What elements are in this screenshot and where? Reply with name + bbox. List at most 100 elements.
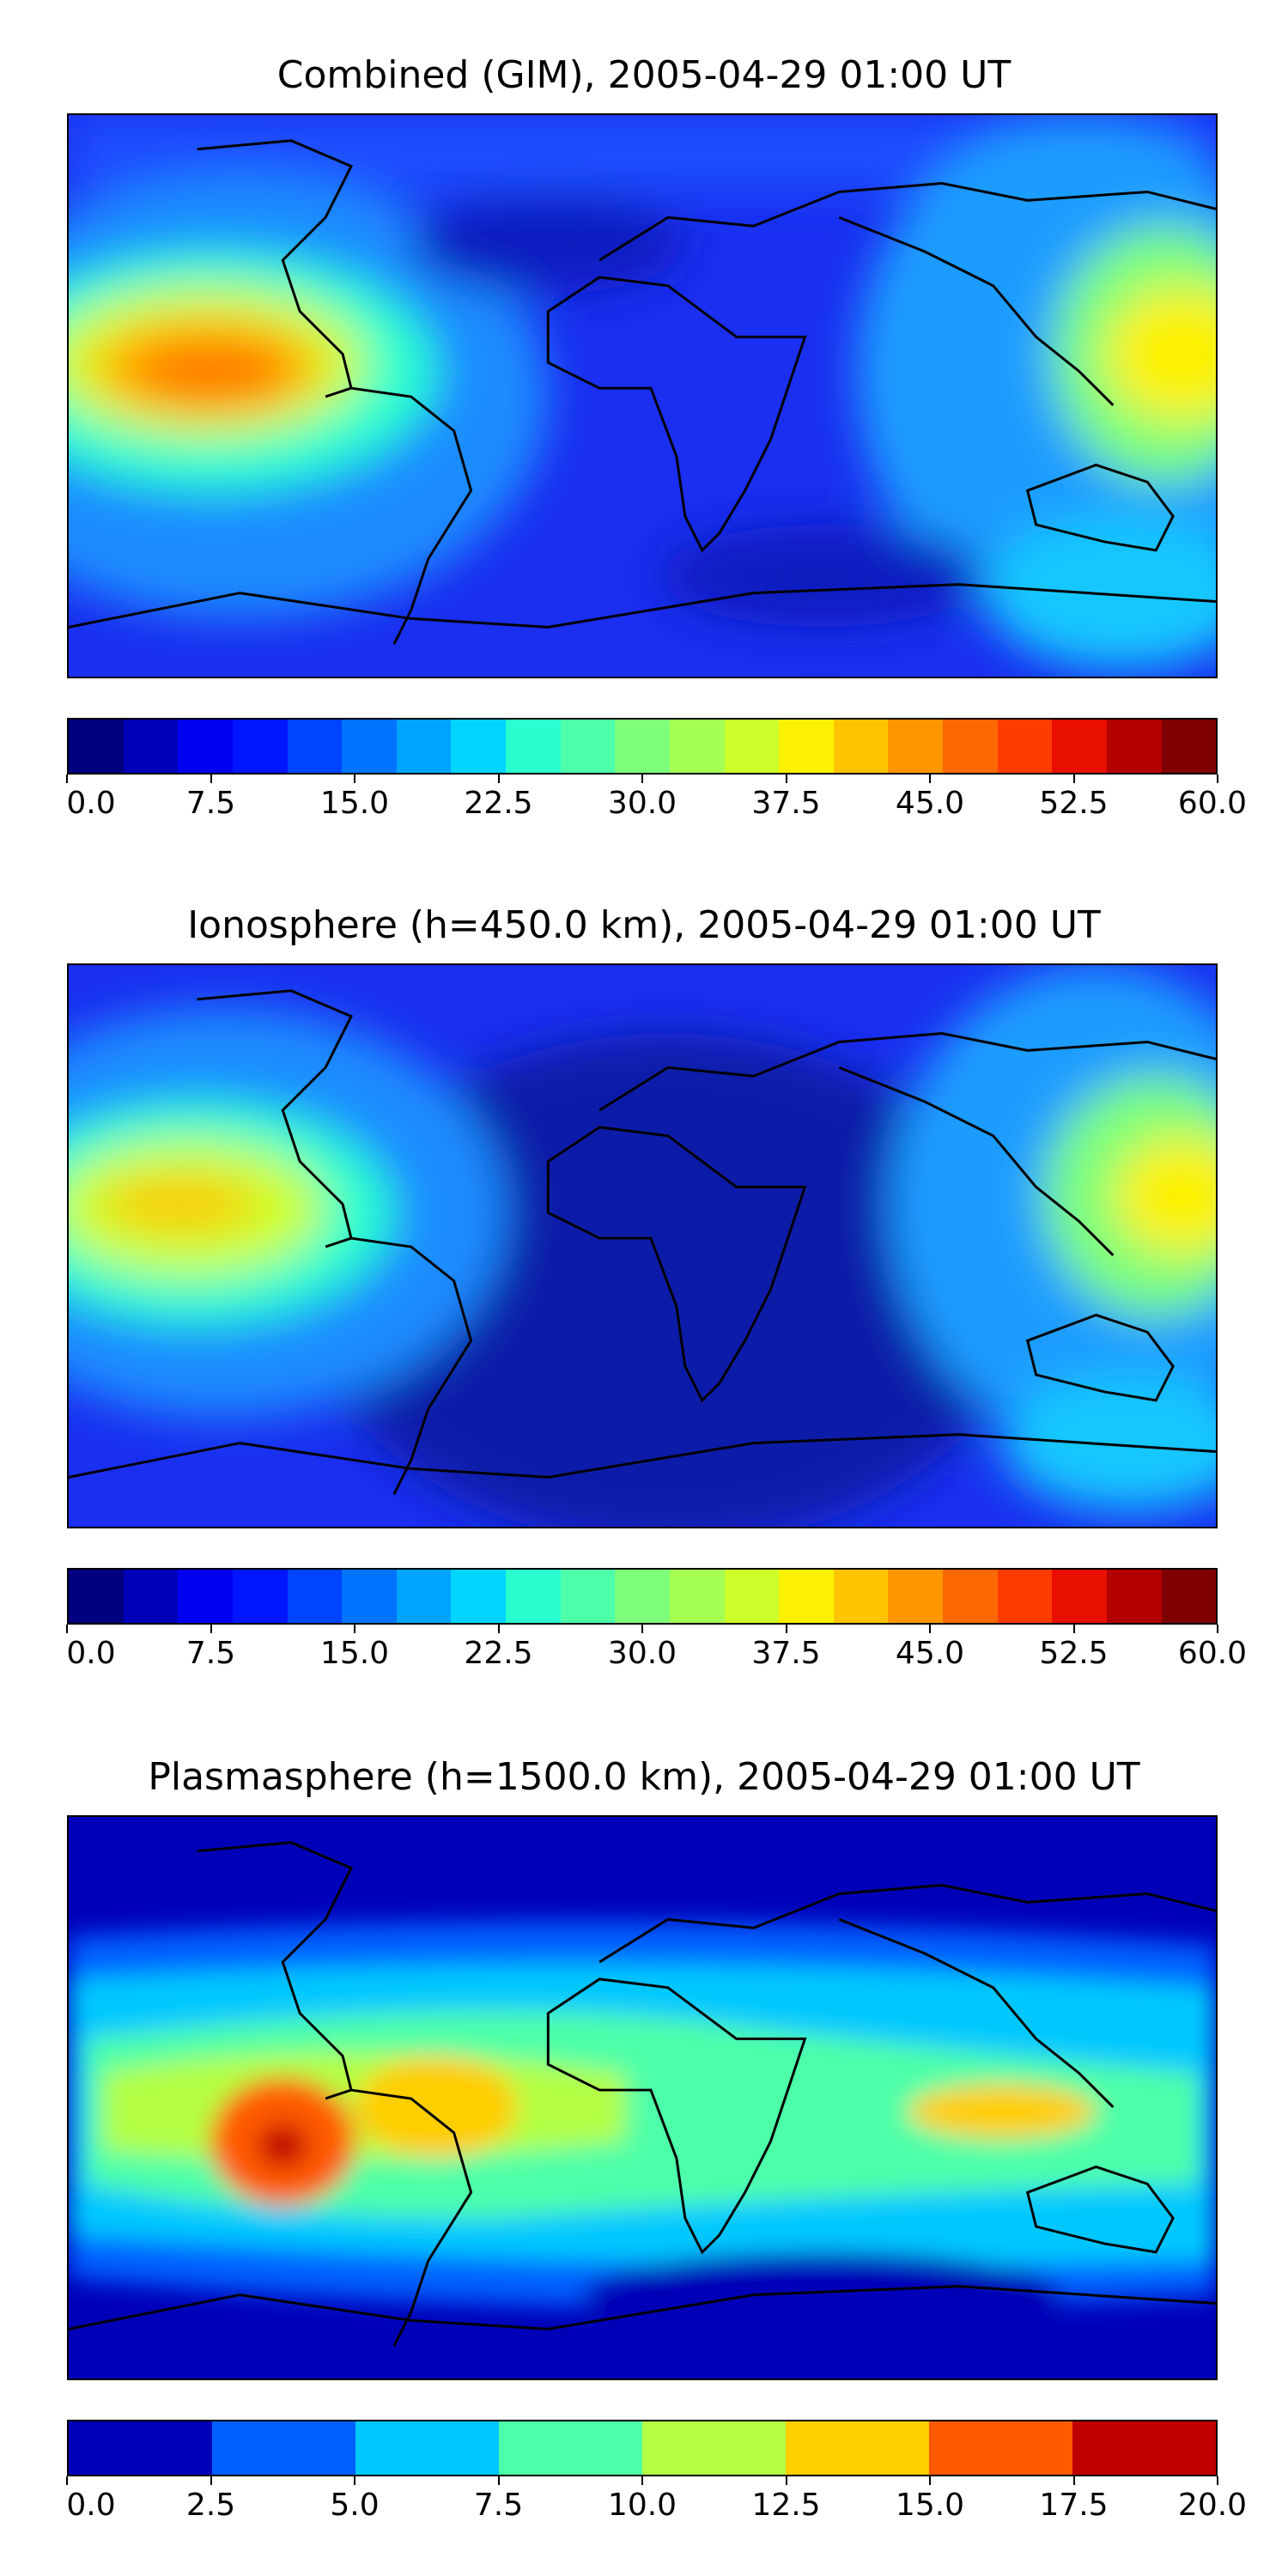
colorbar-tick-mark bbox=[641, 775, 643, 783]
colorbar-tick-mark bbox=[210, 2476, 212, 2485]
colorbar-segment bbox=[451, 720, 506, 773]
colorbar-tick-mark bbox=[1217, 775, 1218, 783]
colorbar-tick-label: 15.0 bbox=[319, 1636, 390, 1671]
colorbar-segment bbox=[929, 2421, 1072, 2475]
colorbar-tick-label: 0.0 bbox=[66, 2488, 116, 2523]
colorbar-segment bbox=[232, 720, 288, 773]
colorbar-tick-label: 0.0 bbox=[66, 786, 116, 821]
panel-3-map bbox=[67, 1815, 1218, 2380]
colorbar-segment bbox=[123, 720, 179, 773]
colorbar-tick-mark bbox=[66, 1625, 68, 1633]
colorbar-segment bbox=[1106, 720, 1162, 773]
panel-3-map-plot bbox=[69, 1817, 1216, 2379]
colorbar-segment bbox=[997, 1570, 1053, 1623]
colorbar-tick-mark bbox=[641, 1625, 643, 1633]
colorbar-segment bbox=[355, 2421, 499, 2475]
panel-1-map bbox=[67, 113, 1218, 678]
colorbar-tick-label: 7.5 bbox=[185, 1636, 236, 1671]
colorbar-segment bbox=[451, 1570, 506, 1623]
colorbar-segment bbox=[178, 1570, 233, 1623]
colorbar-segment bbox=[499, 2421, 642, 2475]
colorbar-segment bbox=[786, 2421, 929, 2475]
colorbar-tick-label: 37.5 bbox=[751, 786, 821, 821]
colorbar-segment bbox=[888, 1570, 943, 1623]
panel-2-title: Ionosphere (h=450.0 km), 2005-04-29 01:0… bbox=[187, 903, 1101, 947]
colorbar-tick-mark bbox=[785, 775, 787, 783]
colorbar-tick-label: 5.0 bbox=[330, 2488, 380, 2523]
colorbar-tick-mark bbox=[497, 2476, 500, 2485]
colorbar-tick-mark bbox=[929, 1625, 931, 1633]
colorbar-tick-mark bbox=[210, 775, 212, 783]
colorbar-segment bbox=[396, 1570, 452, 1623]
colorbar-segment bbox=[888, 720, 943, 773]
colorbar-tick-label: 60.0 bbox=[1177, 786, 1248, 821]
colorbar-segment bbox=[1161, 720, 1217, 773]
colorbar-tick-label: 0.0 bbox=[66, 1636, 116, 1671]
colorbar-tick-label: 17.5 bbox=[1039, 2488, 1109, 2523]
colorbar-tick-label: 2.5 bbox=[185, 2488, 236, 2523]
colorbar-tick-mark bbox=[354, 1625, 355, 1633]
colorbar-segment bbox=[615, 1570, 670, 1623]
colorbar-segment bbox=[642, 2421, 786, 2475]
panel-1-title: Combined (GIM), 2005-04-29 01:00 UT bbox=[276, 53, 1012, 97]
colorbar-segment bbox=[669, 1570, 725, 1623]
colorbar-tick-label: 45.0 bbox=[895, 786, 965, 821]
colorbar-segment bbox=[833, 1570, 889, 1623]
colorbar-tick-mark bbox=[785, 1625, 787, 1633]
colorbar-segment bbox=[232, 1570, 288, 1623]
colorbar-tick-mark bbox=[354, 2476, 355, 2485]
colorbar-segment bbox=[1052, 1570, 1107, 1623]
panel-3-coastlines bbox=[69, 1841, 1216, 2347]
panel-1-coastlines bbox=[69, 139, 1216, 645]
colorbar-tick-label: 37.5 bbox=[751, 1636, 821, 1671]
colorbar-segment bbox=[560, 1570, 616, 1623]
panel-2-map-plot bbox=[69, 965, 1216, 1527]
colorbar-segment bbox=[287, 1570, 343, 1623]
colorbar-segment bbox=[123, 1570, 179, 1623]
colorbar-segment bbox=[69, 720, 124, 773]
colorbar-tick-mark bbox=[66, 775, 68, 783]
colorbar-segment bbox=[178, 720, 233, 773]
colorbar-tick-label: 52.5 bbox=[1039, 1636, 1109, 1671]
colorbar-segment bbox=[943, 1570, 998, 1623]
colorbar-segment bbox=[615, 720, 670, 773]
colorbar-segment bbox=[724, 1570, 780, 1623]
panel-3-colorbar bbox=[67, 2420, 1218, 2476]
colorbar-tick-mark bbox=[497, 1625, 500, 1633]
colorbar-segment bbox=[69, 2421, 212, 2475]
colorbar-tick-label: 22.5 bbox=[464, 786, 533, 821]
colorbar-segment bbox=[342, 720, 397, 773]
colorbar-segment bbox=[506, 1570, 561, 1623]
colorbar-segment bbox=[669, 720, 725, 773]
colorbar-tick-label: 45.0 bbox=[895, 1636, 965, 1671]
colorbar-segment bbox=[1072, 2421, 1216, 2475]
colorbar-segment bbox=[560, 720, 616, 773]
panel-3-colorbar-ticks: 0.0 2.5 5.0 7.5 10.0 12.5 15.0 17.5 20.0 bbox=[66, 2476, 1247, 2523]
colorbar-segment bbox=[1161, 1570, 1217, 1623]
colorbar-tick-label: 20.0 bbox=[1177, 2488, 1248, 2523]
colorbar-segment bbox=[396, 720, 452, 773]
colorbar-segment bbox=[69, 1570, 124, 1623]
colorbar-segment bbox=[779, 1570, 834, 1623]
colorbar-tick-mark bbox=[929, 775, 931, 783]
colorbar-tick-label: 7.5 bbox=[473, 2488, 524, 2523]
colorbar-tick-mark bbox=[785, 2476, 787, 2485]
colorbar-segment bbox=[833, 720, 889, 773]
colorbar-tick-mark bbox=[1072, 1625, 1075, 1633]
panel-3-title: Plasmasphere (h=1500.0 km), 2005-04-29 0… bbox=[148, 1755, 1140, 1799]
panel-2-colorbar bbox=[67, 1568, 1218, 1625]
colorbar-tick-mark bbox=[1072, 775, 1075, 783]
colorbar-tick-mark bbox=[641, 2476, 643, 2485]
colorbar-segment bbox=[212, 2421, 355, 2475]
colorbar-segment bbox=[943, 720, 998, 773]
colorbar-tick-label: 60.0 bbox=[1177, 1636, 1248, 1671]
colorbar-tick-label: 52.5 bbox=[1039, 786, 1109, 821]
colorbar-segment bbox=[287, 720, 343, 773]
colorbar-tick-label: 15.0 bbox=[319, 786, 390, 821]
colorbar-tick-mark bbox=[929, 2476, 931, 2485]
panel-1-colorbar-ticks: 0.0 7.5 15.0 22.5 30.0 37.5 45.0 52.5 60.0 bbox=[66, 775, 1247, 821]
panel-2-colorbar-ticks: 0.0 7.5 15.0 22.5 30.0 37.5 45.0 52.5 60.0 bbox=[66, 1625, 1247, 1671]
colorbar-segment bbox=[506, 720, 561, 773]
colorbar-tick-mark bbox=[1217, 1625, 1218, 1633]
panel-2-coastlines bbox=[69, 989, 1216, 1495]
